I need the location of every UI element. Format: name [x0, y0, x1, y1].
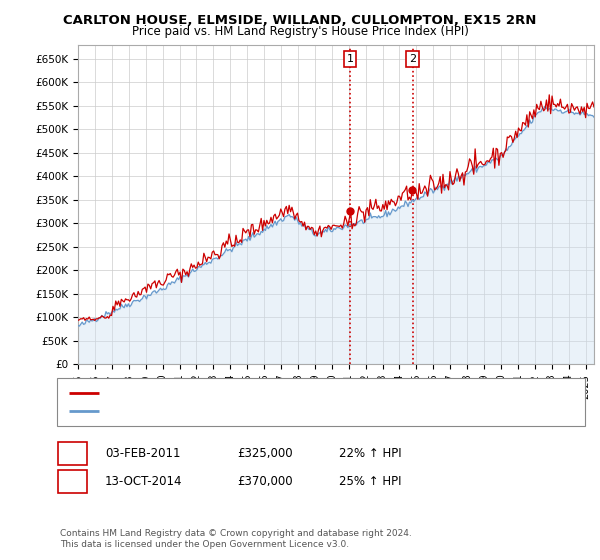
Text: Price paid vs. HM Land Registry's House Price Index (HPI): Price paid vs. HM Land Registry's House …: [131, 25, 469, 38]
Text: Contains HM Land Registry data © Crown copyright and database right 2024.
This d: Contains HM Land Registry data © Crown c…: [60, 529, 412, 549]
Text: 25% ↑ HPI: 25% ↑ HPI: [339, 475, 401, 488]
Text: 2: 2: [409, 54, 416, 64]
Text: 03-FEB-2011: 03-FEB-2011: [105, 447, 181, 460]
Text: CARLTON HOUSE, ELMSIDE, WILLAND, CULLOMPTON, EX15 2RN: CARLTON HOUSE, ELMSIDE, WILLAND, CULLOMP…: [64, 14, 536, 27]
Text: HPI: Average price, detached house, Mid Devon: HPI: Average price, detached house, Mid …: [106, 406, 344, 416]
Text: £325,000: £325,000: [237, 447, 293, 460]
Text: CARLTON HOUSE, ELMSIDE, WILLAND, CULLOMPTON, EX15 2RN (detached house): CARLTON HOUSE, ELMSIDE, WILLAND, CULLOMP…: [106, 388, 514, 398]
Text: 1: 1: [69, 447, 76, 460]
Text: 2: 2: [69, 475, 76, 488]
Text: £370,000: £370,000: [237, 475, 293, 488]
Text: 13-OCT-2014: 13-OCT-2014: [105, 475, 182, 488]
Text: 1: 1: [347, 54, 353, 64]
Text: 22% ↑ HPI: 22% ↑ HPI: [339, 447, 401, 460]
